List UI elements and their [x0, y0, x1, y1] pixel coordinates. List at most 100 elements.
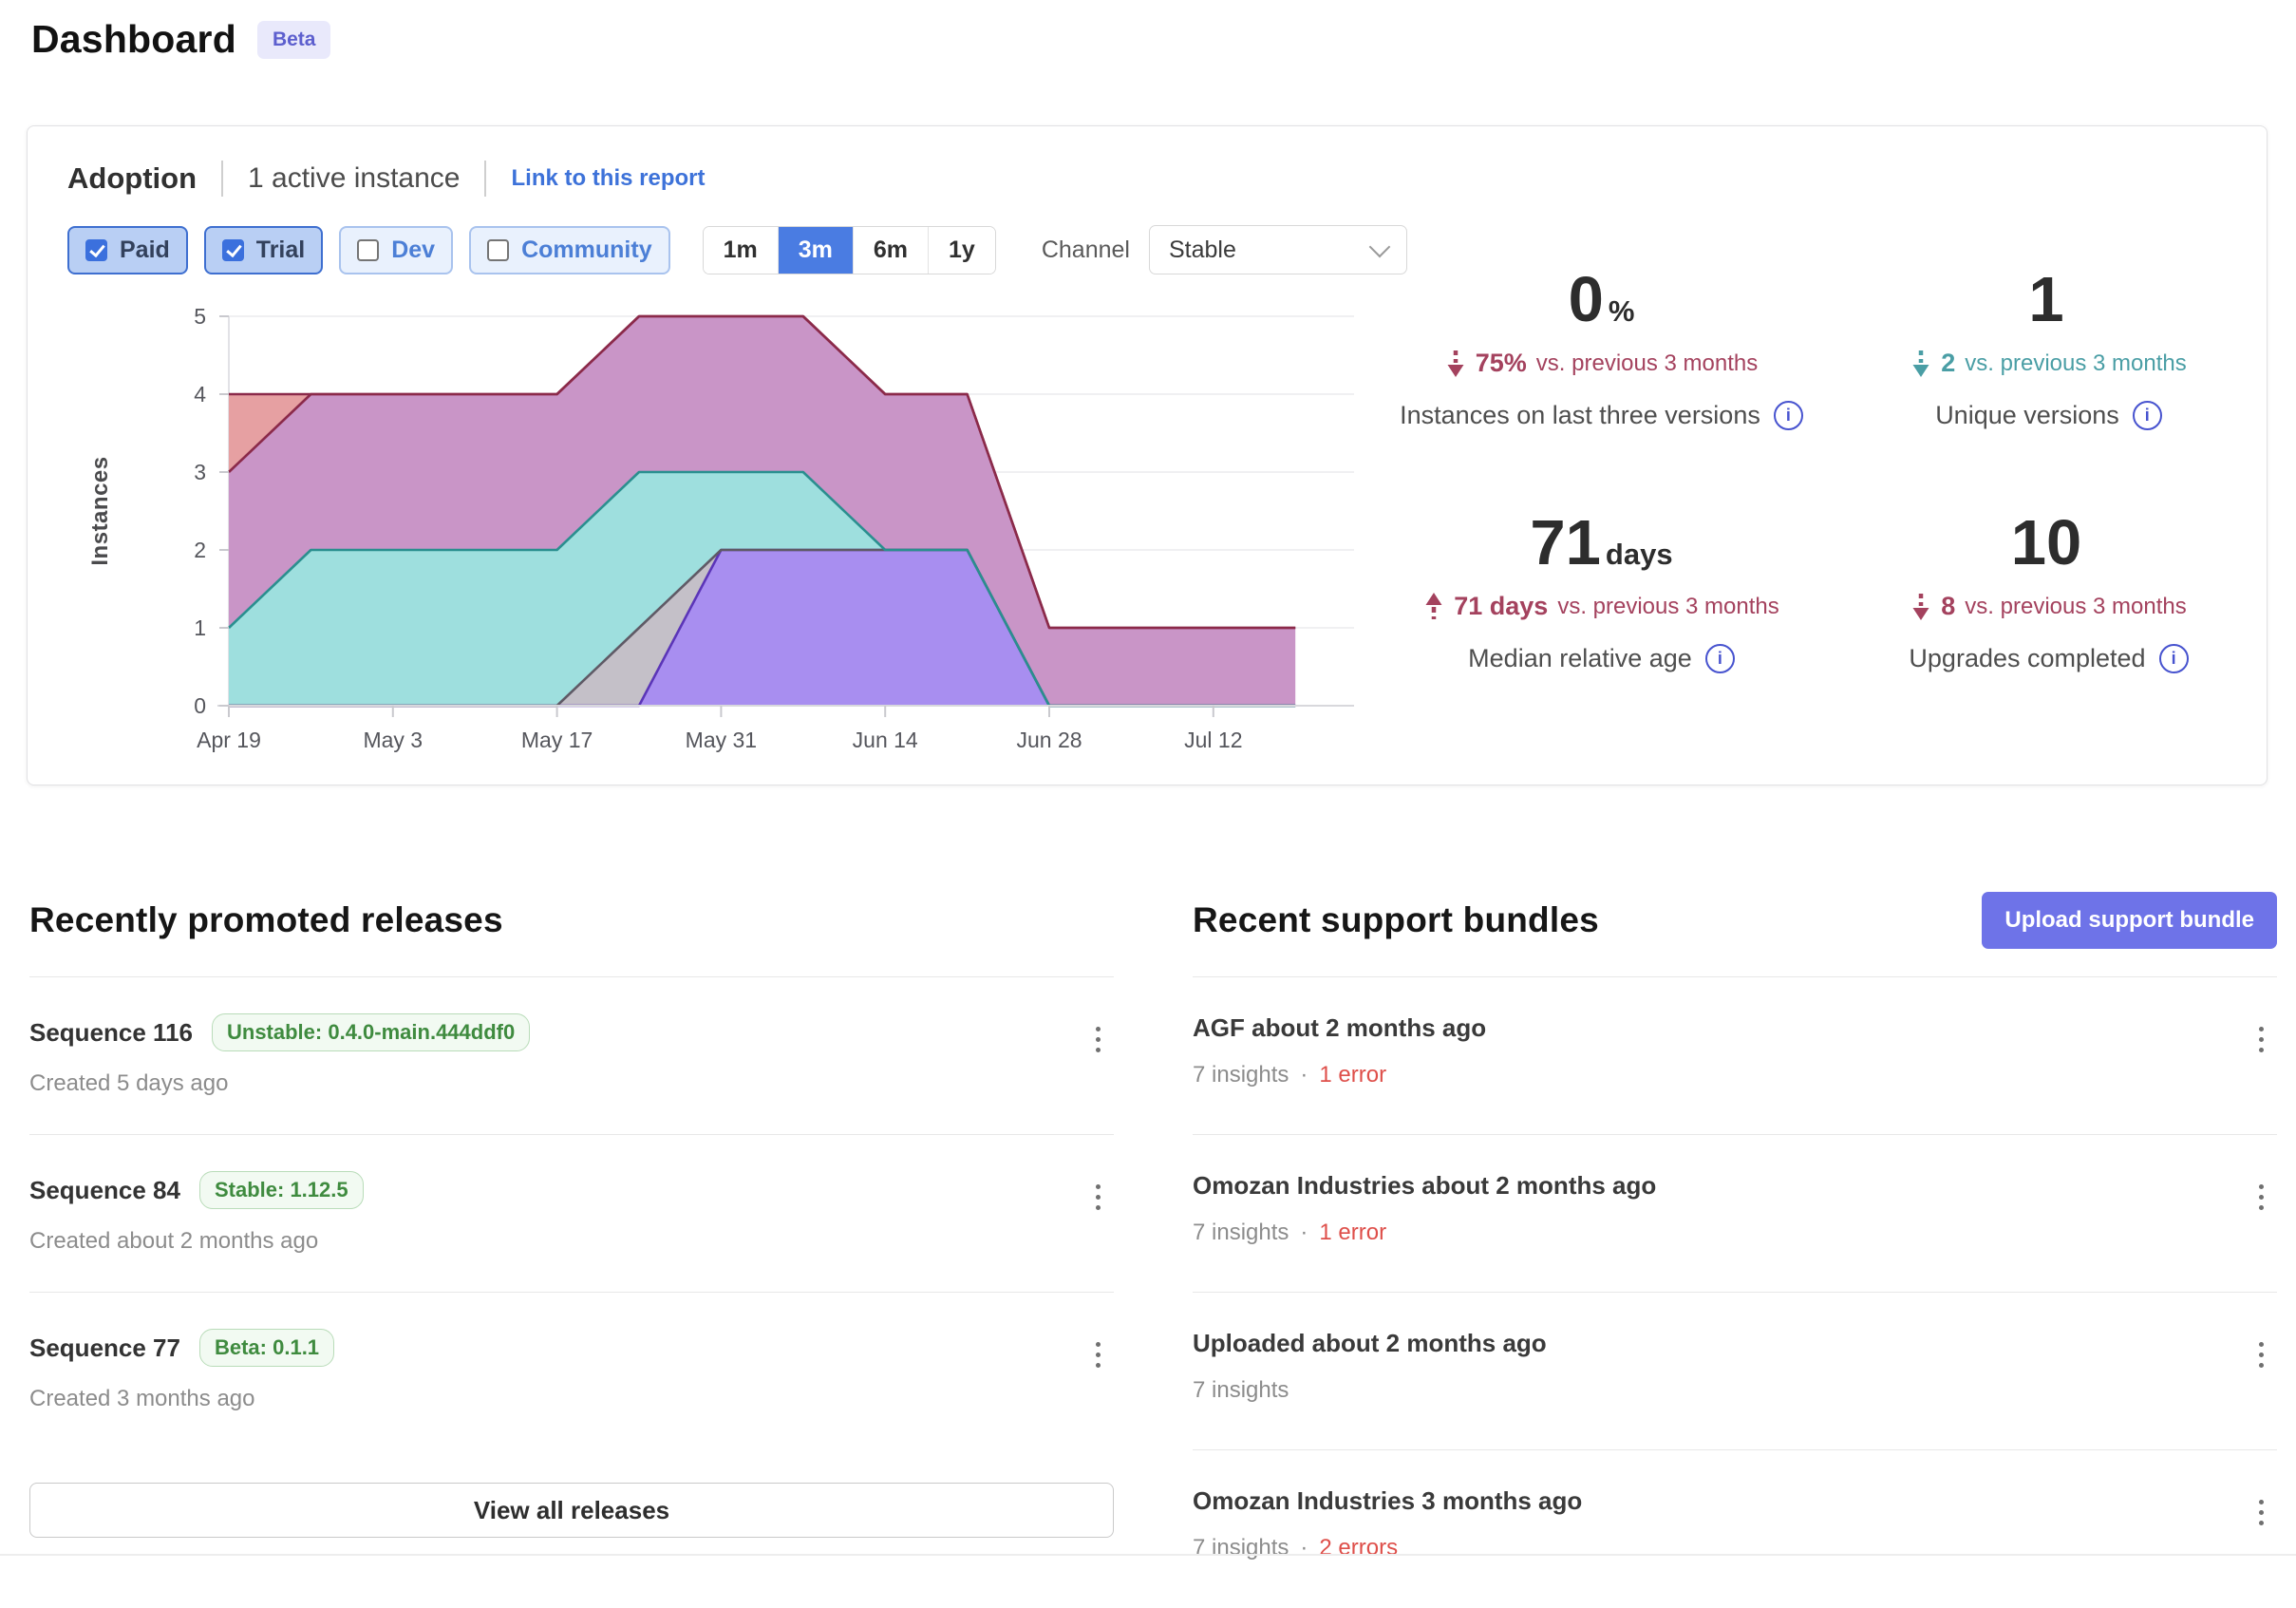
bundles-heading: Recent support bundles: [1193, 900, 1599, 939]
stat-label: Median relative age: [1468, 644, 1692, 672]
instances-area-chart[interactable]: 0 1 2 3 4 5 Apr 19 May 3 May 17 May 31 Jun 14 Jun 2…: [58, 285, 1368, 779]
stat-value: 0: [1568, 264, 1604, 335]
svg-text:4: 4: [194, 382, 206, 407]
stat-value: 1: [2028, 264, 2064, 335]
adoption-title: Adoption: [67, 161, 198, 195]
releases-list: Sequence 116 Unstable: 0.4.0-main.444ddf…: [29, 976, 1114, 1450]
filter-chip-paid[interactable]: Paid: [67, 225, 188, 274]
bundle-errors: 1 error: [1319, 1220, 1387, 1245]
info-icon[interactable]: i: [1704, 644, 1735, 673]
bundle-insights: 7 insights: [1193, 1535, 1289, 1561]
page-bottom-divider: [0, 1554, 2296, 1556]
info-icon[interactable]: i: [2158, 644, 2189, 673]
dot-separator: ·: [1300, 1220, 1308, 1245]
range-1m-button[interactable]: 1m: [703, 226, 778, 274]
release-created: Created about 2 months ago: [29, 1228, 319, 1254]
filter-chip-dev[interactable]: Dev: [339, 225, 454, 274]
channel-select[interactable]: Stable: [1148, 225, 1407, 274]
svg-text:Jul 12: Jul 12: [1184, 728, 1242, 752]
stat-delta-value: 2: [1941, 349, 1956, 377]
svg-text:Jun 14: Jun 14: [853, 728, 918, 752]
svg-text:Instances: Instances: [87, 456, 113, 565]
release-title: Sequence 84: [29, 1175, 180, 1204]
trend-down-arrow-icon: [1447, 350, 1464, 377]
bundle-title: Omozan Industries about 2 months ago: [1193, 1171, 1657, 1200]
kebab-menu-icon[interactable]: [2253, 1336, 2269, 1373]
svg-text:2: 2: [194, 538, 206, 562]
support-bundle-row[interactable]: Omozan Industries 3 months ago 7 insight…: [1193, 1450, 2277, 1608]
info-icon[interactable]: i: [1773, 401, 1803, 430]
trend-up-arrow-icon: [1425, 593, 1442, 619]
header-divider: [484, 161, 487, 197]
range-6m-button[interactable]: 6m: [852, 226, 929, 274]
svg-text:May 31: May 31: [686, 728, 757, 752]
stat-delta-suffix: vs. previous 3 months: [1965, 593, 2187, 619]
checkbox-dev[interactable]: [357, 238, 380, 261]
kebab-menu-icon[interactable]: [1090, 1336, 1106, 1373]
release-channel-badge: Unstable: 0.4.0-main.444ddf0: [212, 1013, 531, 1051]
range-1y-button[interactable]: 1y: [928, 226, 995, 274]
bundle-insights: 7 insights: [1193, 1220, 1289, 1245]
bundle-errors: 2 errors: [1319, 1535, 1399, 1561]
filter-chip-community[interactable]: Community: [469, 225, 670, 274]
filter-chip-trial[interactable]: Trial: [203, 225, 324, 274]
stat-delta-value: 71 days: [1454, 592, 1549, 620]
bundle-errors: 1 error: [1319, 1062, 1387, 1088]
checkbox-community[interactable]: [487, 238, 510, 261]
support-bundle-row[interactable]: AGF about 2 months ago 7 insights · 1 er…: [1193, 977, 2277, 1135]
bundle-insights: 7 insights: [1193, 1062, 1289, 1088]
release-row: Sequence 77 Beta: 0.1.1 Created 3 months…: [29, 1293, 1114, 1450]
page-title: Dashboard: [31, 17, 236, 61]
stat-instances-last-three-versions: 0 % 75% vs. previous 3 months Instances …: [1378, 267, 1825, 485]
kebab-menu-icon[interactable]: [1090, 1179, 1106, 1216]
info-icon[interactable]: i: [2132, 401, 2162, 430]
view-all-releases-button[interactable]: View all releases: [29, 1483, 1114, 1538]
checkbox-trial[interactable]: [221, 238, 244, 261]
svg-text:Apr 19: Apr 19: [197, 728, 261, 752]
support-bundle-row[interactable]: Omozan Industries about 2 months ago 7 i…: [1193, 1135, 2277, 1293]
link-to-report[interactable]: Link to this report: [511, 165, 706, 191]
range-3m-button[interactable]: 3m: [777, 226, 853, 274]
stat-unique-versions: 1 2 vs. previous 3 months Unique version…: [1825, 267, 2272, 485]
chevron-down-icon: [1368, 236, 1391, 257]
checkbox-paid[interactable]: [85, 238, 107, 261]
stat-label: Upgrades completed: [1909, 644, 2146, 672]
stat-delta-value: 75%: [1475, 349, 1527, 377]
stat-median-relative-age: 71 days 71 days vs. previous 3 months Me…: [1378, 510, 1825, 728]
channel-label: Channel: [1041, 236, 1130, 263]
adoption-card-header: Adoption 1 active instance Link to this …: [67, 161, 705, 197]
kebab-menu-icon[interactable]: [2253, 1179, 2269, 1216]
bundles-list: AGF about 2 months ago 7 insights · 1 er…: [1193, 976, 2277, 1608]
release-created: Created 5 days ago: [29, 1070, 229, 1096]
page-header: Dashboard Beta: [31, 17, 331, 62]
release-channel-badge: Stable: 1.12.5: [198, 1171, 364, 1209]
header-divider: [221, 161, 224, 197]
time-range-group: 1m 3m 6m 1y: [702, 225, 996, 274]
trend-down-arrow-icon: [1912, 350, 1929, 377]
svg-text:May 3: May 3: [363, 728, 423, 752]
releases-heading: Recently promoted releases: [29, 900, 503, 939]
stat-upgrades-completed: 10 8 vs. previous 3 months Upgrades comp…: [1825, 510, 2272, 728]
stat-unit: days: [1605, 538, 1673, 571]
support-bundle-row[interactable]: Uploaded about 2 months ago 7 insights: [1193, 1293, 2277, 1450]
adoption-filter-row: Paid Trial Dev Community 1m 3m 6m 1y Cha…: [67, 225, 1407, 274]
svg-text:3: 3: [194, 460, 206, 484]
recently-promoted-releases-section: Recently promoted releases Sequence 116 …: [29, 891, 1114, 1538]
release-created: Created 3 months ago: [29, 1386, 255, 1411]
kebab-menu-icon[interactable]: [2253, 1021, 2269, 1058]
trend-down-arrow-icon: [1912, 594, 1929, 620]
svg-text:1: 1: [194, 615, 206, 640]
stat-delta-suffix: vs. previous 3 months: [1965, 350, 2187, 376]
stat-value: 71: [1530, 507, 1601, 578]
bundle-title: Omozan Industries 3 months ago: [1193, 1486, 1583, 1515]
bundle-insights: 7 insights: [1193, 1377, 1289, 1403]
stat-label: Instances on last three versions: [1400, 401, 1760, 429]
kebab-menu-icon[interactable]: [2253, 1494, 2269, 1531]
kebab-menu-icon[interactable]: [1090, 1021, 1106, 1058]
adoption-card: Adoption 1 active instance Link to this …: [27, 125, 2268, 785]
upload-support-bundle-button[interactable]: Upload support bundle: [1982, 892, 2277, 949]
stat-unit: %: [1608, 294, 1635, 328]
svg-text:May 17: May 17: [521, 728, 593, 752]
svg-text:Jun 28: Jun 28: [1016, 728, 1082, 752]
dot-separator: ·: [1300, 1062, 1308, 1088]
